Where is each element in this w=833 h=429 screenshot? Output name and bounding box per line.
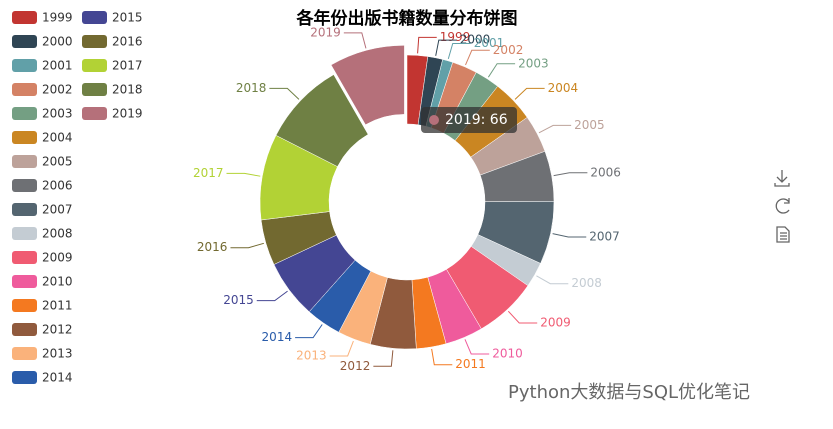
slice-label: 2009 bbox=[540, 315, 571, 329]
label-line bbox=[230, 242, 264, 249]
slice-label: 2015 bbox=[223, 293, 254, 307]
chart-title: 各年份出版书籍数量分布饼图 bbox=[296, 8, 518, 29]
slice-label: 2012 bbox=[340, 359, 371, 373]
legend-swatch[interactable] bbox=[12, 179, 37, 192]
tooltip: 2019: 66 bbox=[421, 107, 517, 133]
legend-label: 2011 bbox=[42, 299, 73, 313]
slice-label: 2013 bbox=[296, 348, 327, 362]
legend-label: 2002 bbox=[42, 83, 73, 97]
legend-label: 2014 bbox=[42, 371, 73, 385]
legend-label: 2015 bbox=[112, 11, 143, 25]
label-line bbox=[329, 340, 354, 357]
legend-label: 2007 bbox=[42, 203, 73, 217]
legend-swatch[interactable] bbox=[82, 107, 107, 120]
legend-label: 2010 bbox=[42, 275, 73, 289]
legend-swatch[interactable] bbox=[12, 299, 37, 312]
legend-swatch[interactable] bbox=[12, 227, 37, 240]
label-line bbox=[553, 172, 588, 177]
legend-swatch[interactable] bbox=[82, 59, 107, 72]
legend-label: 2017 bbox=[112, 59, 143, 73]
legend-label: 2001 bbox=[42, 59, 73, 73]
save-button[interactable] bbox=[774, 170, 790, 187]
legend-label: 2018 bbox=[112, 83, 143, 97]
legend-swatch[interactable] bbox=[12, 275, 37, 288]
slice-label: 2011 bbox=[455, 357, 486, 371]
label-line bbox=[226, 172, 261, 177]
legend-label: 2003 bbox=[42, 107, 73, 121]
slice-label: 2010 bbox=[492, 346, 523, 360]
tooltip-marker bbox=[429, 115, 439, 125]
data-view-button[interactable] bbox=[776, 226, 790, 243]
legend-label: 2012 bbox=[42, 323, 73, 337]
watermark: Python大数据与SQL优化笔记 bbox=[508, 382, 751, 403]
legend-label: 2004 bbox=[42, 131, 73, 145]
legend-swatch[interactable] bbox=[82, 83, 107, 96]
slice-label: 2002 bbox=[493, 43, 524, 57]
tooltip-text: 2019: 66 bbox=[445, 112, 508, 128]
label-line bbox=[431, 348, 453, 366]
legend-swatch[interactable] bbox=[12, 107, 37, 120]
slice-label: 2007 bbox=[589, 229, 620, 243]
legend-swatch[interactable] bbox=[12, 323, 37, 336]
slice-label: 2018 bbox=[236, 81, 267, 95]
label-line bbox=[552, 233, 587, 238]
slice-label: 2017 bbox=[193, 166, 224, 180]
restore-button[interactable] bbox=[775, 198, 790, 214]
legend-swatch[interactable] bbox=[12, 35, 37, 48]
toolbox bbox=[774, 170, 790, 243]
legend-label: 2005 bbox=[42, 155, 73, 169]
legend-label: 2008 bbox=[42, 227, 73, 241]
legend-swatch[interactable] bbox=[12, 155, 37, 168]
label-line bbox=[538, 124, 572, 134]
legend-label: 2000 bbox=[42, 35, 73, 49]
label-line bbox=[465, 49, 490, 66]
slice-label: 2016 bbox=[197, 240, 228, 254]
label-line bbox=[447, 42, 471, 59]
pie-slice bbox=[330, 45, 405, 126]
legend-swatch[interactable] bbox=[12, 371, 37, 384]
slice-label: 2004 bbox=[548, 81, 579, 95]
legend-label: 1999 bbox=[42, 11, 73, 25]
legend-swatch[interactable] bbox=[12, 203, 37, 216]
label-line bbox=[269, 87, 300, 100]
legend-label: 2006 bbox=[42, 179, 73, 193]
label-line bbox=[536, 275, 569, 285]
legend-label: 2009 bbox=[42, 251, 73, 265]
slice-label: 2001 bbox=[474, 36, 505, 50]
label-line bbox=[373, 350, 394, 367]
legend-swatch[interactable] bbox=[12, 59, 37, 72]
slice-label: 2006 bbox=[590, 165, 621, 179]
slice-label: 2008 bbox=[571, 276, 602, 290]
label-line bbox=[256, 290, 288, 302]
slice-label: 2005 bbox=[574, 118, 605, 132]
legend-swatch[interactable] bbox=[12, 131, 37, 144]
slice-label: 2014 bbox=[262, 330, 293, 344]
legend-swatch[interactable] bbox=[82, 35, 107, 48]
pie-slice bbox=[275, 74, 369, 167]
slice-label: 2019 bbox=[310, 25, 341, 39]
slice-label: 2003 bbox=[518, 56, 549, 70]
label-line bbox=[507, 310, 538, 324]
label-line bbox=[487, 63, 516, 78]
label-line bbox=[295, 324, 323, 339]
legend-swatch[interactable] bbox=[12, 347, 37, 360]
legend-swatch[interactable] bbox=[12, 251, 37, 264]
legend-swatch[interactable] bbox=[12, 11, 37, 24]
label-line bbox=[514, 87, 545, 100]
legend-label: 2016 bbox=[112, 35, 143, 49]
legend-label: 2019 bbox=[112, 107, 143, 121]
label-line bbox=[417, 36, 437, 54]
label-line bbox=[435, 39, 457, 56]
label-line bbox=[343, 32, 367, 49]
label-line bbox=[464, 339, 490, 355]
legend-label: 2013 bbox=[42, 347, 73, 361]
legend-swatch[interactable] bbox=[12, 83, 37, 96]
legend-swatch[interactable] bbox=[82, 11, 107, 24]
